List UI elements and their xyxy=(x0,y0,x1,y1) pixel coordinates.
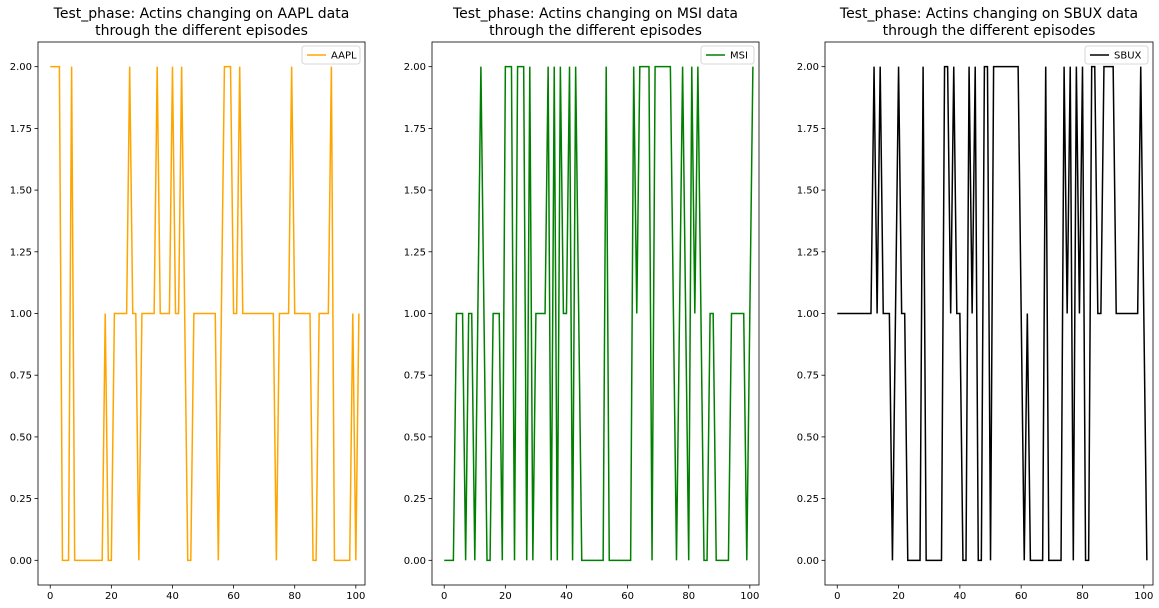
chart-1: Test_phase: Actins changing on AAPL data… xyxy=(10,6,366,602)
y-tick-label: 1.00 xyxy=(404,309,426,320)
chart-subtitle: through the different episodes xyxy=(95,23,308,39)
chart-title: Test_phase: Actins changing on AAPL data xyxy=(53,6,350,22)
legend-box xyxy=(700,45,755,65)
y-tick-label: 0.25 xyxy=(10,494,32,505)
legend: SBUX xyxy=(1084,45,1149,65)
chart-title: Test_phase: Actins changing on MSI data xyxy=(452,6,738,22)
y-tick-label: 0.50 xyxy=(797,432,819,443)
y-tick-label: 1.50 xyxy=(797,186,819,197)
x-tick-label: 60 xyxy=(227,591,240,602)
y-tick-label: 2.00 xyxy=(797,62,819,73)
y-tick-label: 0.25 xyxy=(404,494,426,505)
y-tick-label: 1.75 xyxy=(797,124,819,135)
y-tick-label: 0.75 xyxy=(10,371,32,382)
y-tick-label: 1.25 xyxy=(797,247,819,258)
y-tick-label: 1.25 xyxy=(404,247,426,258)
y-tick-label: 0.50 xyxy=(10,432,32,443)
x-tick-label: 40 xyxy=(954,591,967,602)
y-tick-label: 1.00 xyxy=(797,309,819,320)
legend-label: MSI xyxy=(730,51,748,62)
y-tick-label: 0.50 xyxy=(404,432,426,443)
y-tick-label: 1.75 xyxy=(404,124,426,135)
y-tick-label: 0.75 xyxy=(797,371,819,382)
x-tick-label: 100 xyxy=(740,591,759,602)
series-line-msi xyxy=(444,65,754,562)
legend-label: AAPL xyxy=(331,51,357,62)
x-tick-label: 40 xyxy=(560,591,573,602)
y-tick-label: 1.50 xyxy=(404,186,426,197)
x-tick-label: 20 xyxy=(892,591,905,602)
y-tick-label: 1.50 xyxy=(10,186,32,197)
x-tick-label: 0 xyxy=(47,591,53,602)
x-tick-label: 0 xyxy=(441,591,447,602)
chart-2: Test_phase: Actins changing on MSI datat… xyxy=(404,6,760,602)
y-tick-label: 1.75 xyxy=(10,124,32,135)
x-tick-label: 20 xyxy=(499,591,512,602)
y-tick-label: 2.00 xyxy=(404,62,426,73)
y-tick-label: 1.00 xyxy=(10,309,32,320)
x-tick-label: 80 xyxy=(288,591,301,602)
x-tick-label: 60 xyxy=(621,591,634,602)
x-tick-label: 40 xyxy=(166,591,179,602)
y-tick-label: 0.25 xyxy=(797,494,819,505)
x-tick-label: 80 xyxy=(682,591,695,602)
y-tick-label: 1.25 xyxy=(10,247,32,258)
x-tick-label: 20 xyxy=(105,591,118,602)
legend-box xyxy=(1084,45,1149,65)
y-tick-label: 0.00 xyxy=(10,556,32,567)
chart-title: Test_phase: Actins changing on SBUX data xyxy=(839,6,1138,22)
legend-box xyxy=(301,45,361,65)
y-tick-label: 2.00 xyxy=(10,62,32,73)
legend: AAPL xyxy=(301,45,361,65)
y-tick-label: 0.00 xyxy=(404,556,426,567)
series-line-aapl xyxy=(50,65,360,562)
legend: MSI xyxy=(700,45,755,65)
x-tick-label: 60 xyxy=(1015,591,1028,602)
series-line-sbux xyxy=(837,65,1148,562)
x-tick-label: 80 xyxy=(1076,591,1089,602)
y-tick-label: 0.00 xyxy=(797,556,819,567)
chart-3: Test_phase: Actins changing on SBUX data… xyxy=(797,6,1154,602)
legend-label: SBUX xyxy=(1114,51,1142,62)
x-tick-label: 0 xyxy=(834,591,840,602)
x-tick-label: 100 xyxy=(346,591,365,602)
chart-subtitle: through the different episodes xyxy=(489,23,702,39)
y-tick-label: 0.75 xyxy=(404,371,426,382)
chart-subtitle: through the different episodes xyxy=(883,23,1096,39)
x-tick-label: 100 xyxy=(1134,591,1153,602)
